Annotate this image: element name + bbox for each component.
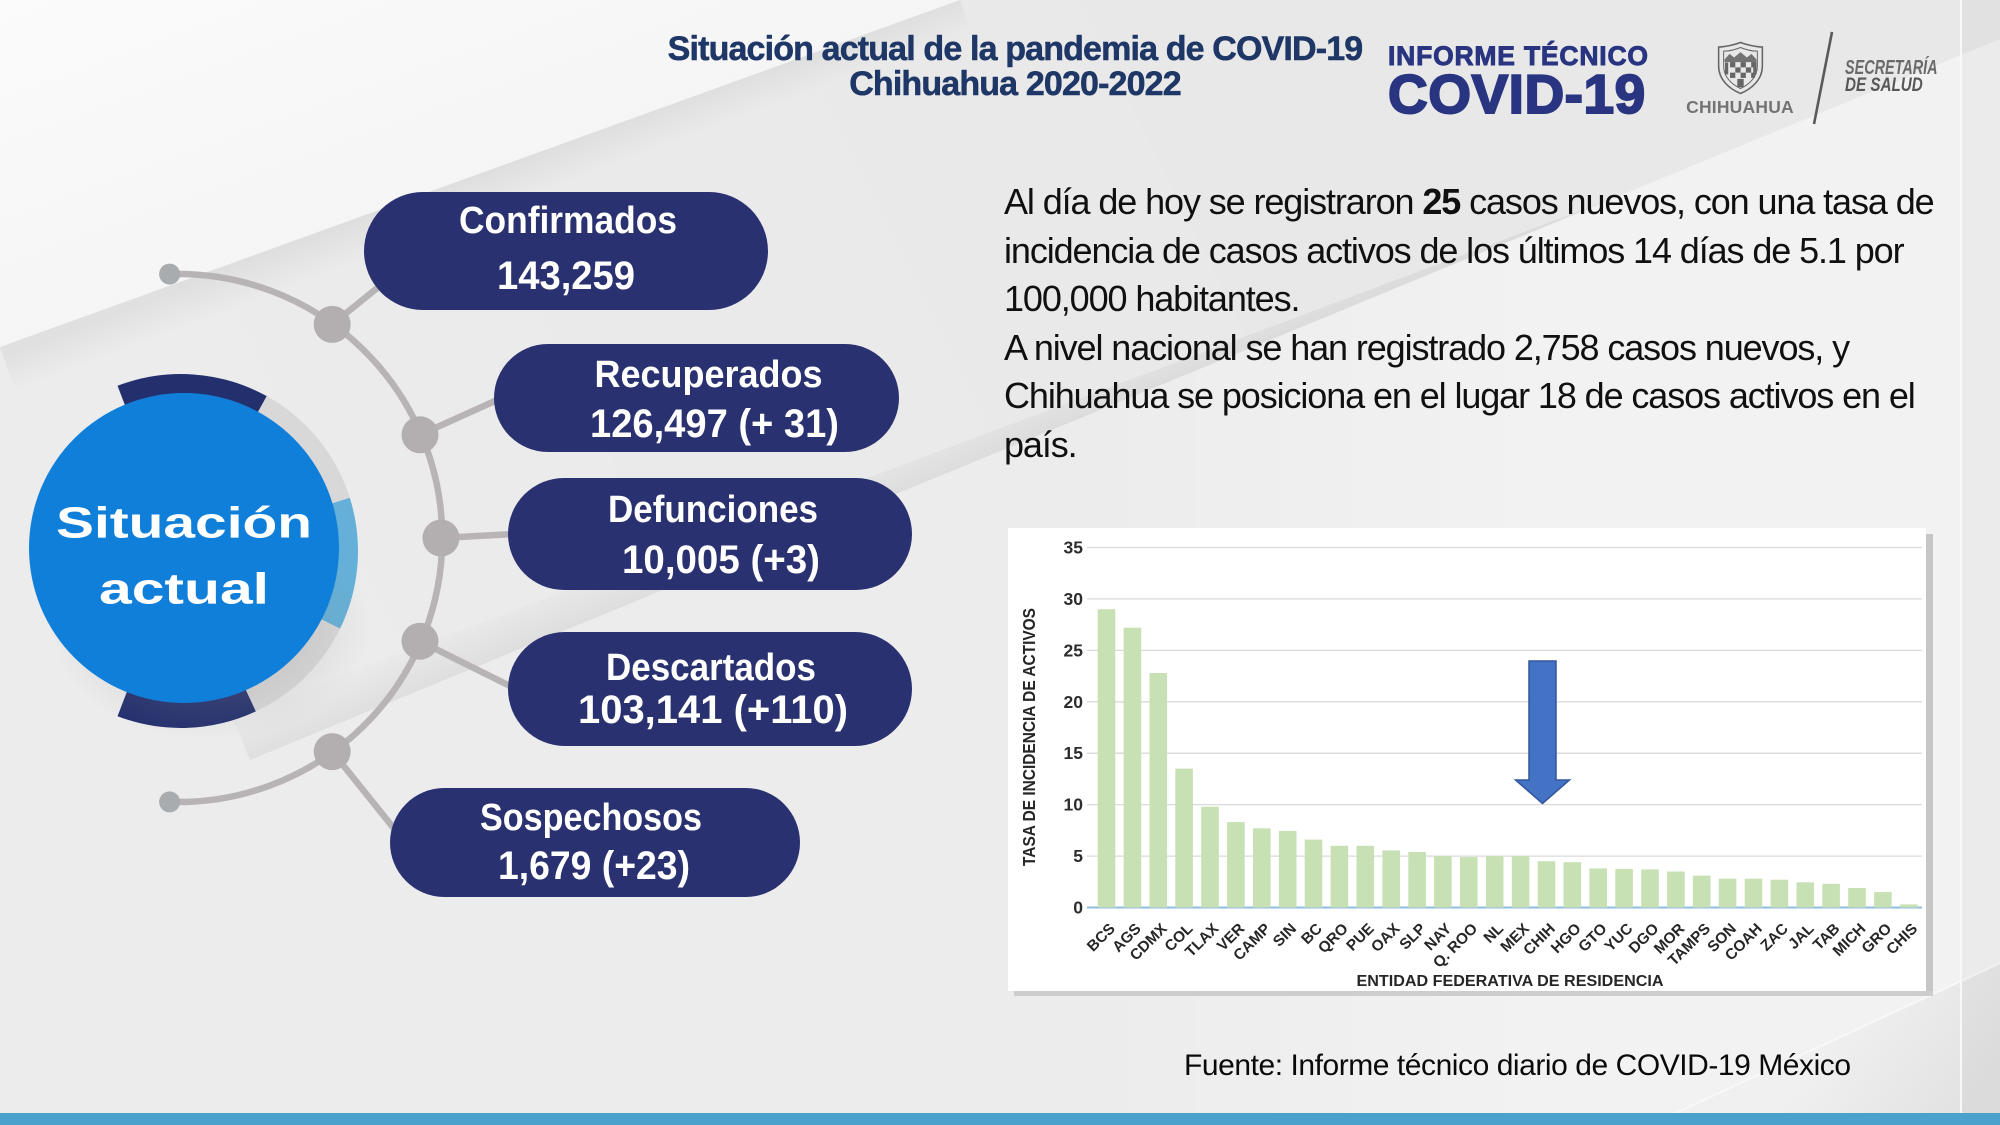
svg-text:ENTIDAD FEDERATIVA DE RESIDENC: ENTIDAD FEDERATIVA DE RESIDENCIA: [1357, 973, 1664, 990]
svg-text:143,259: 143,259: [497, 254, 635, 298]
svg-text:15: 15: [1064, 743, 1084, 763]
svg-text:20: 20: [1064, 692, 1084, 712]
svg-text:0: 0: [1073, 898, 1083, 918]
svg-text:Recuperados: Recuperados: [595, 354, 823, 396]
svg-text:5: 5: [1073, 846, 1083, 866]
svg-text:Descartados: Descartados: [606, 647, 816, 689]
svg-text:35: 35: [1064, 538, 1084, 558]
svg-text:Sospechosos: Sospechosos: [480, 797, 702, 839]
svg-text:30: 30: [1064, 589, 1084, 609]
svg-text:126,497 (+ 31): 126,497 (+ 31): [590, 402, 839, 446]
svg-text:Defunciones: Defunciones: [608, 489, 818, 531]
svg-text:TASA DE INCIDENCIA DE ACTIVOS: TASA DE INCIDENCIA DE ACTIVOS: [1019, 608, 1039, 866]
svg-text:25: 25: [1064, 640, 1084, 660]
svg-text:1,679 (+23): 1,679 (+23): [498, 844, 690, 888]
svg-text:actual: actual: [99, 565, 269, 614]
svg-text:10,005 (+3): 10,005 (+3): [622, 538, 820, 582]
svg-text:Confirmados: Confirmados: [459, 200, 677, 242]
svg-text:10: 10: [1064, 795, 1084, 815]
svg-text:103,141 (+110): 103,141 (+110): [578, 688, 848, 732]
svg-text:Situación: Situación: [56, 499, 312, 548]
